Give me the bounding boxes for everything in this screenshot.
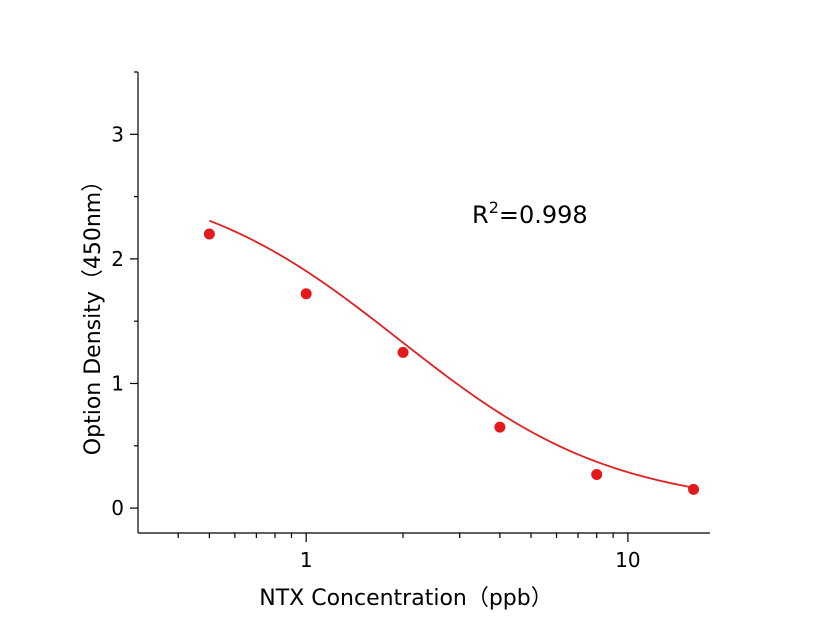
y-tick-label: 0: [111, 496, 124, 520]
r-squared-sup: 2: [489, 198, 499, 217]
r-squared-base: R: [472, 201, 489, 229]
y-tick-label: 3: [111, 122, 124, 146]
fit-curve: [209, 219, 694, 489]
data-point: [591, 468, 603, 480]
fit-curve-layer: [209, 219, 694, 489]
data-point: [494, 421, 506, 433]
r-squared-value: =0.998: [499, 201, 588, 229]
x-tick-label: 1: [300, 548, 313, 572]
x-tick-label: 10: [615, 548, 640, 572]
data-points: [203, 228, 700, 495]
y-axis-title: Option Density（450nm）: [81, 170, 106, 455]
axes: 0 1 2 3 1 10: [111, 71, 710, 572]
data-point: [397, 346, 409, 358]
y-tick-label: 2: [111, 247, 124, 271]
data-point: [688, 483, 700, 495]
y-tick-label: 1: [111, 371, 124, 395]
r-squared-annotation: R2=0.998: [472, 198, 588, 229]
data-point: [300, 288, 312, 300]
x-axis-title: NTX Concentration（ppb）: [259, 586, 553, 611]
data-point: [203, 228, 215, 240]
